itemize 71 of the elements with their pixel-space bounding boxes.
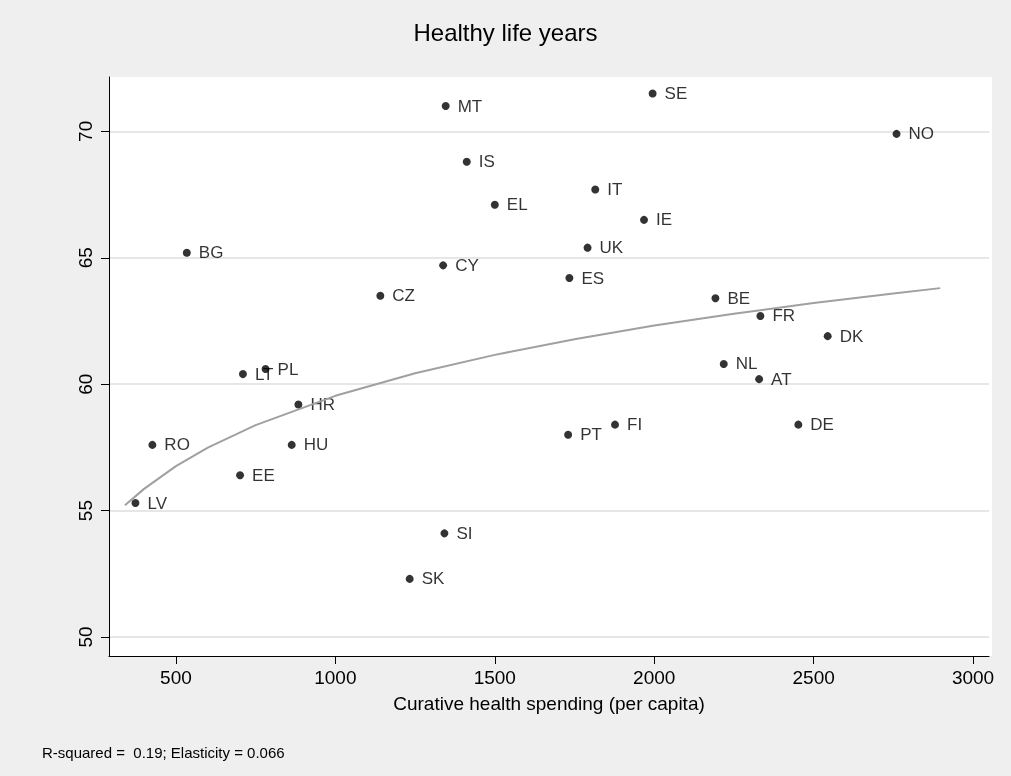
data-label: AT <box>771 369 792 389</box>
point <box>756 311 765 320</box>
y-tick-label: 50 <box>75 626 96 648</box>
data-label: HU <box>303 435 329 455</box>
point <box>640 215 649 224</box>
x-tick-label: 1000 <box>314 667 357 688</box>
data-label: PL <box>277 359 299 379</box>
y-tick-label: 70 <box>75 120 96 142</box>
data-label: FI <box>627 415 643 435</box>
data-label: CZ <box>392 286 416 306</box>
point <box>182 248 191 257</box>
data-label: EE <box>252 465 275 485</box>
point <box>441 102 450 111</box>
x-axis-title: Curative health spending (per capita) <box>393 693 705 714</box>
point <box>236 471 245 480</box>
point <box>287 440 296 449</box>
x-tick-label: 1500 <box>473 667 516 688</box>
data-label: LV <box>147 493 168 513</box>
point <box>591 185 600 194</box>
data-label: DE <box>810 415 834 435</box>
point <box>238 370 247 379</box>
x-tick-label: 3000 <box>951 667 995 688</box>
y-tick-label: 65 <box>75 247 96 269</box>
data-label: LT <box>254 364 274 384</box>
data-label: SI <box>456 523 473 543</box>
point <box>376 291 385 300</box>
data-label: RO <box>164 435 190 455</box>
point <box>892 129 901 138</box>
point <box>490 200 499 209</box>
chart-title: Healthy life years <box>413 18 598 46</box>
data-label: SE <box>664 83 688 103</box>
y-tick-label: 55 <box>75 500 96 522</box>
data-label: DK <box>839 326 864 346</box>
point <box>565 274 574 282</box>
line-series <box>123 287 942 507</box>
data-label: FR <box>772 306 796 326</box>
point <box>719 359 728 368</box>
data-label: NL <box>735 354 758 374</box>
data-label: IS <box>478 152 495 172</box>
data-label: BG <box>198 243 224 263</box>
point <box>794 420 803 429</box>
point <box>462 157 471 166</box>
point <box>583 243 592 252</box>
data-label: EL <box>506 195 528 215</box>
point <box>294 400 303 409</box>
data-label: UK <box>599 238 624 258</box>
y-tick-label: 60 <box>75 373 96 395</box>
x-tick-label: 2500 <box>792 667 835 688</box>
point <box>755 375 764 384</box>
data-label: CY <box>455 255 479 275</box>
point <box>564 430 573 439</box>
point <box>148 440 157 449</box>
data-label: IE <box>656 210 673 230</box>
x-tick-label: 500 <box>160 667 192 688</box>
point <box>648 89 657 98</box>
point <box>405 574 414 583</box>
point <box>440 529 449 538</box>
data-label: BE <box>727 288 751 308</box>
data-label: IT <box>607 180 623 200</box>
data-label: MT <box>457 96 483 116</box>
data-label: PT <box>580 425 602 445</box>
point <box>711 294 720 303</box>
data-label: SK <box>421 569 446 589</box>
point <box>131 499 140 508</box>
text: R-squared = 0.19; Elasticity = 0.066 <box>42 744 285 761</box>
point <box>611 420 619 429</box>
point <box>823 332 832 341</box>
data-label: ES <box>581 268 605 288</box>
data-label: NO <box>908 124 935 144</box>
x-tick-label: 2000 <box>633 667 676 688</box>
point <box>439 261 448 270</box>
